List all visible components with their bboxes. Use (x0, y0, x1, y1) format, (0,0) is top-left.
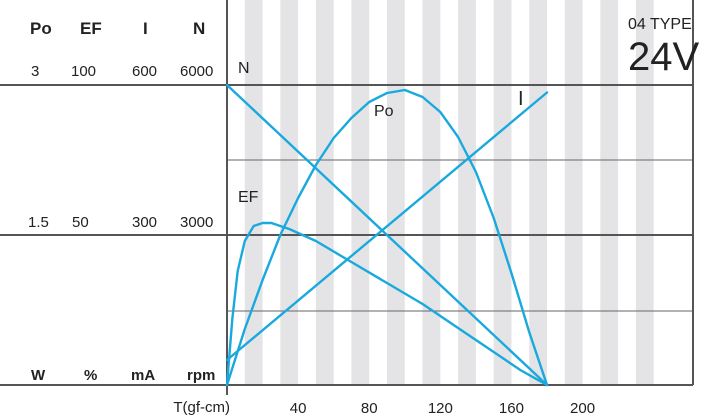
series-label-i: I (518, 88, 524, 110)
type-label: 04 TYPE (628, 16, 692, 33)
grid-stripe (280, 0, 299, 385)
ef-mid: 50 (72, 214, 89, 231)
header-po: Po (30, 19, 52, 38)
i-max: 600 (132, 63, 158, 80)
grid-stripe (458, 0, 476, 385)
grid-stripe (422, 0, 441, 385)
x-tick-label: 120 (428, 400, 453, 417)
ef-max: 100 (71, 63, 97, 80)
voltage-label: 24V (628, 35, 700, 79)
n-max: 6000 (180, 63, 214, 80)
i-mid: 300 (132, 214, 158, 231)
x-tick-label: 40 (290, 400, 307, 417)
grid-stripe (564, 0, 583, 385)
grid-stripe (387, 0, 405, 385)
unit-ef: % (84, 367, 98, 384)
po-max: 3 (31, 63, 40, 80)
series-line-i (225, 91, 549, 362)
series-line-ef (225, 221, 549, 387)
series-line-po (225, 88, 549, 387)
grid-stripe (351, 0, 370, 385)
series-label-ef: EF (238, 189, 259, 206)
header-ef: EF (80, 19, 102, 38)
series-line-n (225, 83, 549, 387)
grid-stripe (635, 0, 654, 385)
x-tick-label: 200 (570, 400, 595, 417)
series-label-po: Po (374, 103, 394, 120)
series-label-n: N (238, 60, 250, 77)
header-i: I (143, 19, 148, 38)
unit-n: rpm (187, 367, 216, 384)
grid-stripe (244, 0, 263, 385)
n-mid: 3000 (180, 214, 214, 231)
grid-stripe (493, 0, 512, 385)
grid-stripe (529, 0, 547, 385)
po-mid: 1.5 (28, 214, 49, 231)
x-tick-label: 80 (361, 400, 378, 417)
header-n: N (193, 19, 206, 38)
unit-i: mA (131, 367, 156, 384)
x-axis-label: T(gf-cm) (173, 399, 230, 416)
grid-stripe (600, 0, 619, 385)
grid-stripe (315, 0, 334, 385)
x-tick-label: 160 (499, 400, 524, 417)
unit-po: W (31, 367, 46, 384)
